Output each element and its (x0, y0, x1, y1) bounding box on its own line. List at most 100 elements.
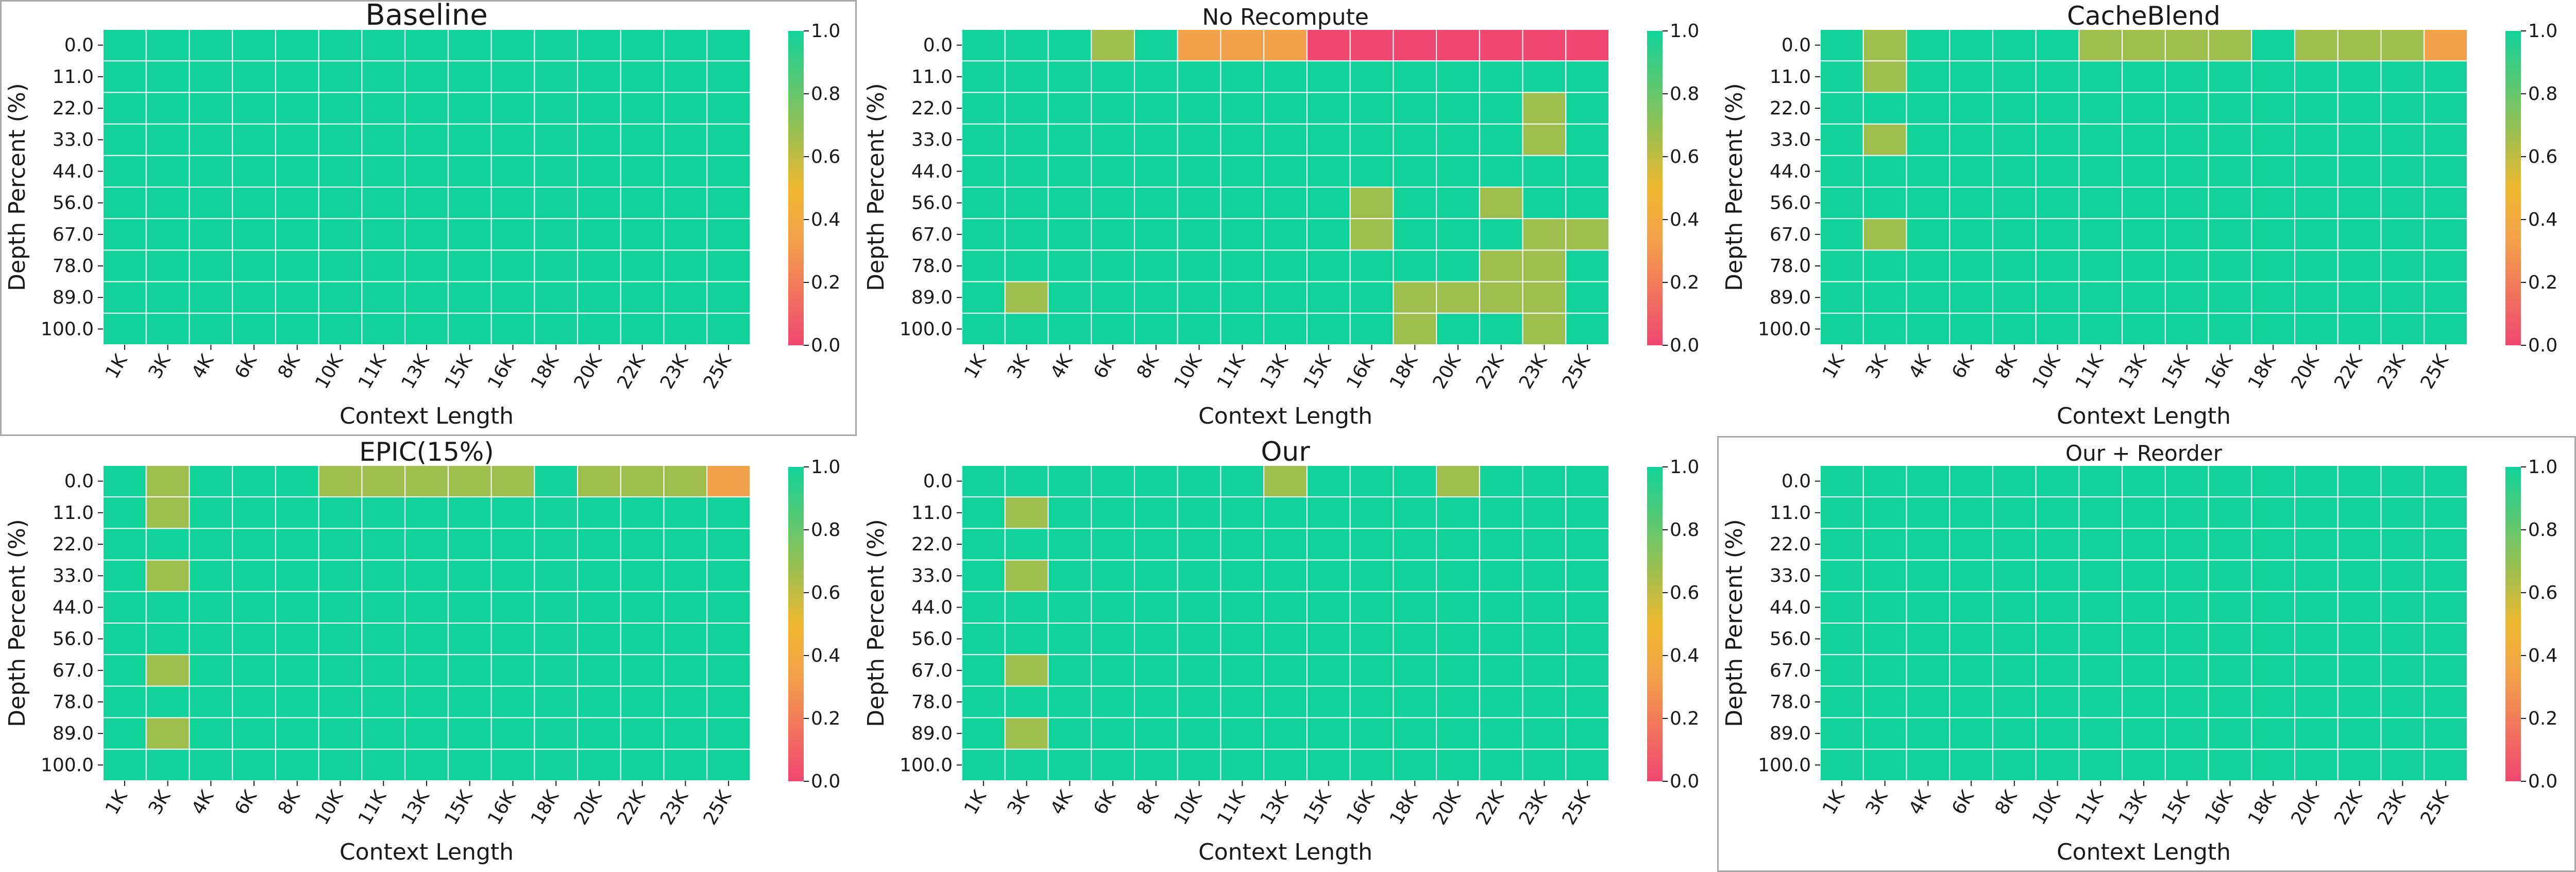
heatmap-cell (2078, 685, 2123, 718)
heatmap-cell (2424, 623, 2468, 656)
heatmap-cell (1820, 155, 1864, 188)
heatmap-cell (1949, 496, 1993, 529)
heatmap-cell (1393, 281, 1437, 314)
heatmap-cell (2208, 465, 2252, 498)
heatmap-cell (275, 155, 319, 188)
heatmap-cell (1906, 123, 1951, 156)
x-tick-label: 1K (960, 350, 991, 382)
heatmap-cell (1906, 559, 1951, 592)
heatmap-cell (2122, 155, 2166, 188)
heatmap-cell (1177, 29, 1222, 62)
y-tick-label: 11.0 (1770, 502, 1811, 524)
heatmap-cell (577, 559, 621, 592)
heatmap-cell (2294, 528, 2338, 561)
y-tick-label: 100.0 (41, 754, 94, 776)
heatmap-cell (1906, 496, 1951, 529)
heatmap-cell (1949, 312, 1993, 345)
heatmap-cell (447, 155, 492, 188)
heatmap-cell (275, 465, 319, 498)
heatmap-cell (1436, 123, 1480, 156)
heatmap-cell (1091, 218, 1135, 251)
heatmap-cell (2294, 559, 2338, 592)
heatmap-cell (663, 155, 708, 188)
colorbar-tick-label: 0.0 (1670, 771, 1699, 792)
heatmap-cell (1091, 29, 1135, 62)
heatmap-cell (1349, 465, 1394, 498)
heatmap-cell (2424, 559, 2468, 592)
x-tick-label: 8K (1991, 350, 2022, 382)
heatmap-cell (1522, 496, 1567, 529)
heatmap-cell (490, 29, 535, 62)
heatmap-cell (361, 218, 406, 251)
heatmap-cell (361, 155, 406, 188)
y-tick-label: 100.0 (1758, 754, 1811, 776)
heatmap-cell (2122, 591, 2166, 624)
x-tick-label: 18K (1386, 786, 1422, 829)
x-tick-label: 23K (2374, 350, 2410, 393)
heatmap-cell (1004, 528, 1049, 561)
heatmap-cell (1522, 92, 1567, 125)
heatmap-cell (318, 496, 363, 529)
heatmap-cell (2424, 465, 2468, 498)
heatmap-cell (961, 29, 1006, 62)
heatmap-cell (1091, 528, 1135, 561)
heatmap-cell (232, 92, 276, 125)
heatmap-cell (1992, 123, 2037, 156)
heatmap-cell (1992, 281, 2037, 314)
heatmap-cell (2035, 123, 2080, 156)
heatmap-cell (663, 281, 708, 314)
heatmap-cell (2122, 92, 2166, 125)
heatmap-cell (2337, 29, 2382, 62)
heatmap-cell (2208, 218, 2252, 251)
heatmap-cell (1393, 465, 1437, 498)
heatmap-cell (620, 218, 665, 251)
heatmap-cell (1133, 123, 1178, 156)
y-tick-label: 78.0 (1770, 256, 1811, 277)
heatmap-cell (1133, 60, 1178, 93)
heatmap-cell (1306, 281, 1351, 314)
heatmap-cell (2078, 249, 2123, 282)
heatmap-cell (534, 559, 579, 592)
heatmap-cell (1479, 559, 1523, 592)
heatmap-cell (1862, 123, 1907, 156)
heatmap-cell (1906, 187, 1951, 220)
heatmap-cell (447, 559, 492, 592)
heatmap-cell (1047, 218, 1092, 251)
heatmap-cell (1306, 591, 1351, 624)
heatmap-cell (490, 123, 535, 156)
colorbar-tick-label: 0.6 (2528, 146, 2557, 167)
heatmap-cell (2251, 155, 2296, 188)
heatmap-cell (145, 717, 190, 750)
heatmap-cell (1479, 528, 1523, 561)
heatmap-cell (2380, 281, 2425, 314)
heatmap-cell (404, 685, 449, 718)
heatmap-cell (361, 465, 406, 498)
heatmap-cell (1522, 123, 1567, 156)
heatmap-cell (2251, 29, 2296, 62)
colorbar-tick-label: 0.2 (2528, 708, 2557, 729)
heatmap-cell (2337, 496, 2382, 529)
x-axis-label: Context Length (2057, 839, 2231, 865)
heatmap-cell (2035, 623, 2080, 656)
heatmap-cell (2251, 281, 2296, 314)
colorbar-tick-label: 1.0 (1670, 21, 1699, 42)
heatmap-cell (2337, 155, 2382, 188)
y-tick-label: 44.0 (53, 161, 94, 182)
heatmap-cell (1263, 591, 1308, 624)
heatmap-cell (1949, 123, 1993, 156)
heatmap-cell (2294, 623, 2338, 656)
heatmap-cell (1565, 29, 1610, 62)
heatmap-cell (1479, 218, 1523, 251)
heatmap-cell (2122, 717, 2166, 750)
heatmap-cell (404, 559, 449, 592)
x-tick-label: 3K (145, 786, 175, 818)
heatmap-cell (1177, 60, 1222, 93)
heatmap-cell (1479, 748, 1523, 781)
heatmap-cell (490, 60, 535, 93)
heatmap-cell (1220, 123, 1265, 156)
x-tick-label: 20K (570, 350, 607, 393)
heatmap-cell (2380, 465, 2425, 498)
heatmap-cell (275, 623, 319, 656)
heatmap-cell (706, 29, 751, 62)
x-tick-label: 11K (2072, 786, 2108, 829)
